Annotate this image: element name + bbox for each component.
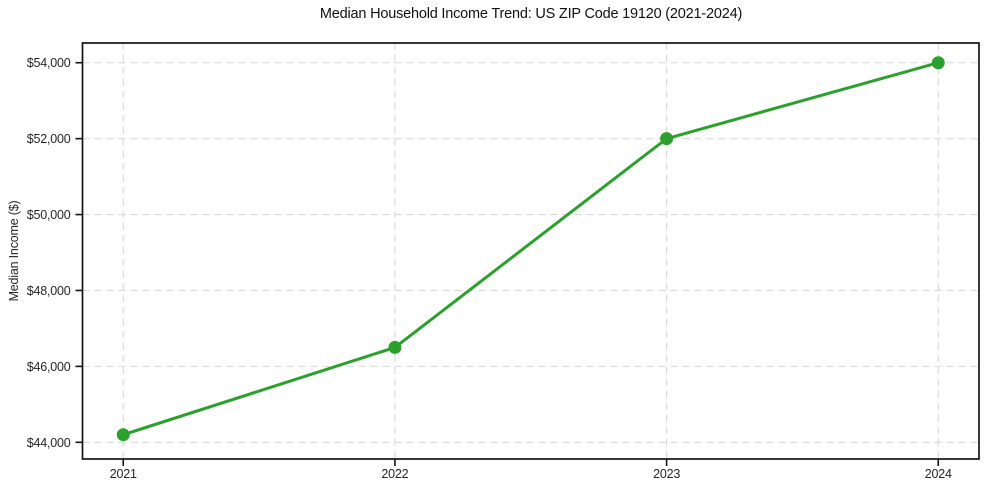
y-tick-label: $46,000 <box>27 360 71 374</box>
y-tick-label: $52,000 <box>27 132 71 146</box>
y-tick-label: $54,000 <box>27 56 71 70</box>
data-point-marker <box>931 56 945 70</box>
data-point-marker <box>388 340 402 354</box>
y-tick-label: $48,000 <box>27 284 71 298</box>
x-tick-label: 2023 <box>653 467 680 481</box>
x-tick-label: 2021 <box>110 467 137 481</box>
x-tick-label: 2024 <box>925 467 952 481</box>
plot-border <box>81 42 980 460</box>
data-point-marker <box>116 428 130 442</box>
x-tick-label: 2022 <box>381 467 408 481</box>
trend-line <box>121 61 940 437</box>
y-tick-label: $44,000 <box>27 436 71 450</box>
data-point-marker <box>660 132 674 146</box>
y-tick-label: $50,000 <box>27 208 71 222</box>
chart-title: Median Household Income Trend: US ZIP Co… <box>319 6 743 22</box>
